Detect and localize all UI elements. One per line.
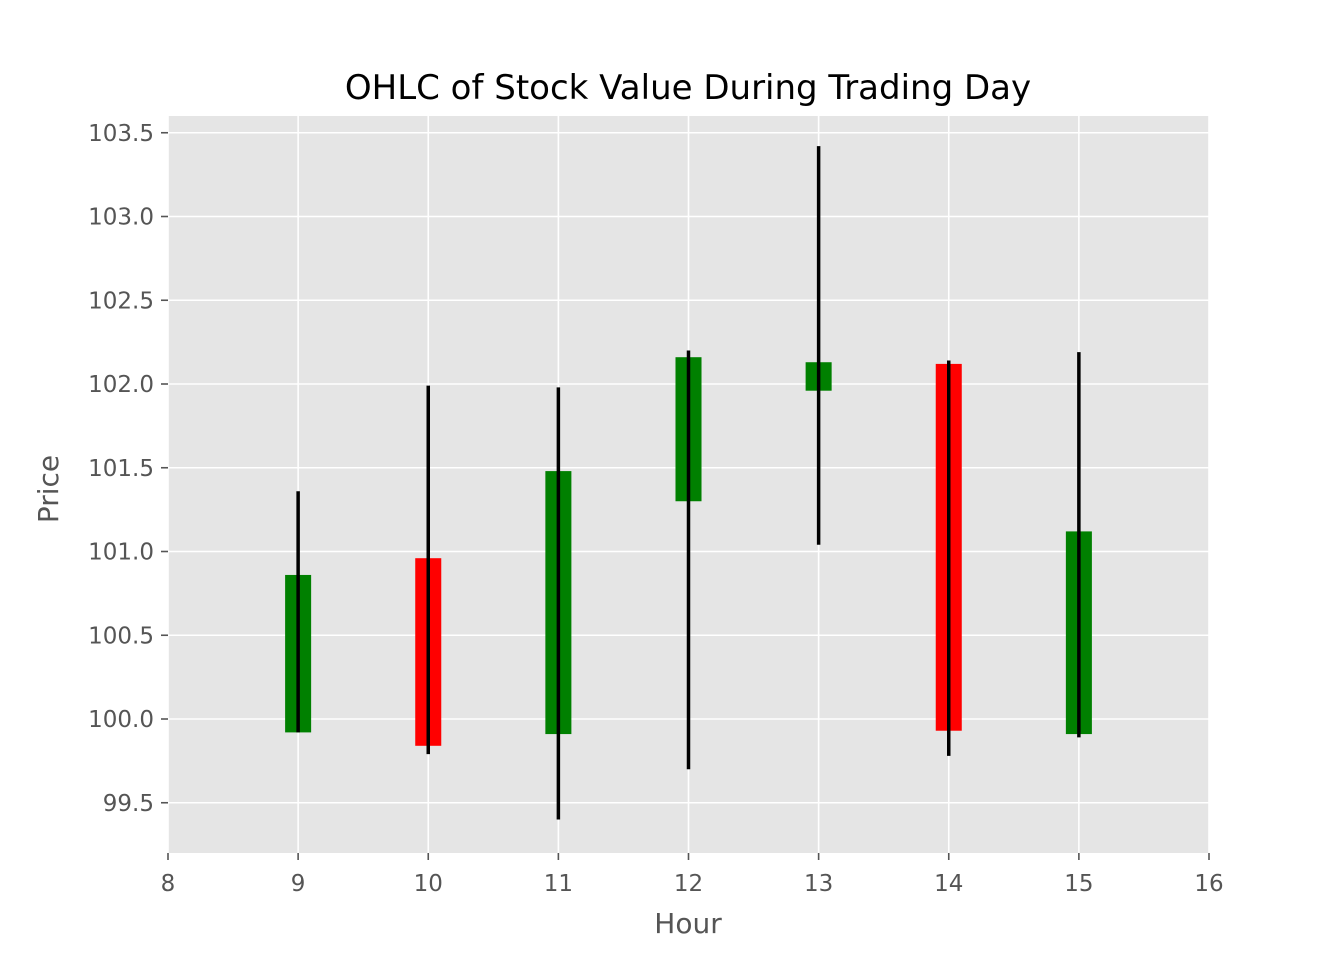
candle-14 bbox=[935, 360, 962, 756]
candle-11 bbox=[545, 387, 572, 820]
candle-15 bbox=[1065, 352, 1092, 738]
candle-9 bbox=[285, 491, 312, 733]
y-tick-label: 103.5 bbox=[88, 121, 154, 147]
candle-10 bbox=[415, 385, 442, 755]
y-tick-label: 99.5 bbox=[103, 791, 154, 817]
y-tick-label: 101.0 bbox=[88, 540, 154, 566]
x-tick-label: 13 bbox=[804, 871, 833, 897]
x-tick-label: 9 bbox=[291, 871, 306, 897]
x-tick-label: 8 bbox=[161, 871, 176, 897]
y-axis-label: Price bbox=[32, 455, 65, 523]
y-tick-label: 102.5 bbox=[88, 288, 154, 314]
x-axis-label: Hour bbox=[654, 907, 722, 940]
y-tick-label: 103.0 bbox=[88, 205, 154, 231]
candle-13 bbox=[805, 146, 832, 545]
x-tick-label: 16 bbox=[1194, 871, 1223, 897]
y-axis-ticks: 99.5 100.0 100.5 101.0 101.5 102.0 102.5 103.0 1… bbox=[88, 121, 168, 817]
x-tick-label: 11 bbox=[544, 871, 573, 897]
candle-12 bbox=[675, 350, 702, 770]
chart-title: OHLC of Stock Value During Trading Day bbox=[345, 68, 1031, 108]
candlesticks bbox=[285, 146, 1092, 820]
x-tick-label: 15 bbox=[1064, 871, 1093, 897]
x-axis-ticks: 8 9 10 11 12 13 14 15 16 bbox=[161, 853, 1224, 897]
x-tick-label: 12 bbox=[674, 871, 703, 897]
y-tick-label: 100.5 bbox=[88, 623, 154, 649]
y-tick-label: 100.0 bbox=[88, 707, 154, 733]
x-tick-label: 14 bbox=[934, 871, 963, 897]
y-tick-label: 102.0 bbox=[88, 372, 154, 398]
y-tick-label: 101.5 bbox=[88, 456, 154, 482]
x-tick-label: 10 bbox=[414, 871, 443, 897]
